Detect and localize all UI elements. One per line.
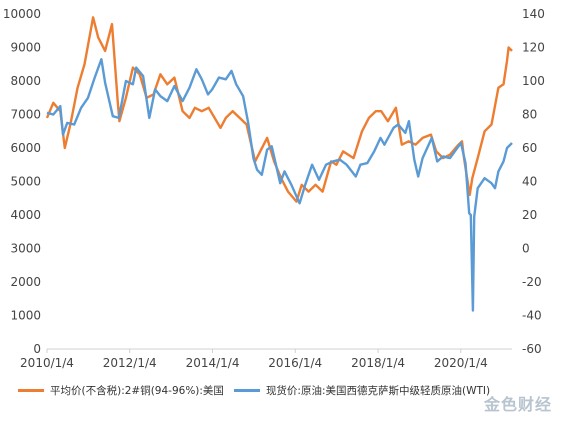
left-tick-label: 0 [33,342,41,356]
legend-item-copper[interactable]: 平均价(不含税):2#铜(94-96%):美国 [18,383,224,398]
x-tick-label: 2020/1/4 [434,356,488,370]
x-tick-label: 2018/1/4 [351,356,405,370]
right-tick-label: 60 [522,141,537,155]
series-line-wti [46,58,513,312]
x-tick-label: 2014/1/4 [186,356,240,370]
right-tick-label: 20 [522,208,537,222]
x-tick-label: 2012/1/4 [103,356,157,370]
left-tick-label: 1000 [10,309,41,323]
right-tick-label: 0 [522,242,530,256]
right-tick-label: 40 [522,175,537,189]
legend-swatch-wti [233,389,260,392]
right-tick-label: 140 [522,7,545,21]
legend-label-wti: 现货价:原油:美国西德克萨斯中级轻质原油(WTI) [265,385,491,397]
x-tick-label: 2010/1/4 [20,356,74,370]
right-tick-label: 100 [522,74,545,88]
left-tick-label: 2000 [10,275,41,289]
series-line-copper [45,16,513,203]
left-tick-label: 7000 [10,108,41,122]
legend: 平均价(不含税):2#铜(94-96%):美国 现货价:原油:美国西德克萨斯中级… [18,383,490,398]
watermark-logo: 金色财经 [483,395,552,414]
legend-label-copper: 平均价(不含税):2#铜(94-96%):美国 [50,385,224,397]
x-tick-label: 2016/1/4 [268,356,322,370]
series-layer [45,16,513,312]
left-tick-label: 4000 [10,208,41,222]
right-tick-label: -60 [522,342,542,356]
legend-item-wti[interactable]: 现货价:原油:美国西德克萨斯中级轻质原油(WTI) [233,383,491,398]
left-tick-label: 9000 [10,41,41,55]
left-tick-label: 6000 [10,141,41,155]
left-tick-label: 8000 [10,74,41,88]
right-tick-label: -40 [522,309,542,323]
right-y-axis: -60 -40 -20 0 20 40 60 80 100 120 140 [522,7,545,356]
left-tick-label: 10000 [3,7,41,21]
right-tick-label: 120 [522,41,545,55]
legend-swatch-copper [18,389,44,392]
left-tick-label: 3000 [10,242,41,256]
x-axis: 2010/1/4 2012/1/4 2014/1/4 2016/1/4 2018/1/4… [20,349,488,370]
right-tick-label: 80 [522,108,537,122]
left-y-axis: 0 1000 2000 3000 4000 5000 6000 7000 8000 9000 100… [3,7,41,356]
left-tick-label: 5000 [10,175,41,189]
right-tick-label: -20 [522,275,542,289]
